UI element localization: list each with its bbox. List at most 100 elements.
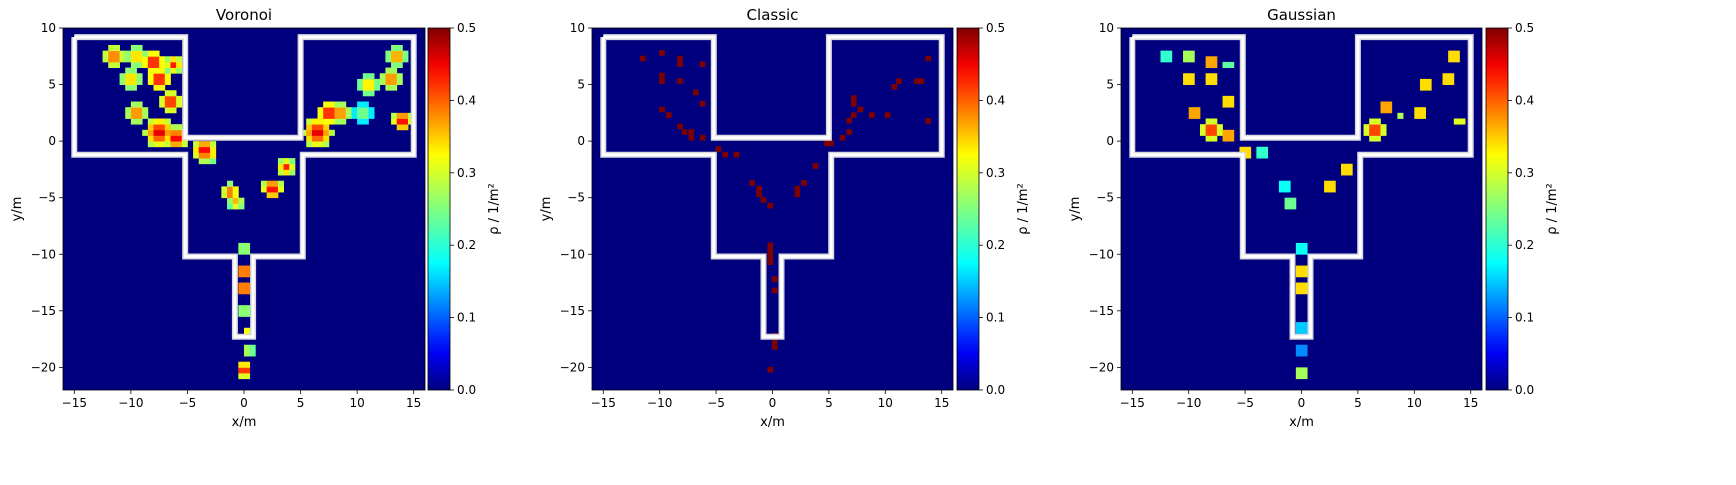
density-cell <box>244 305 251 312</box>
density-cell <box>130 84 137 91</box>
density-cell <box>1205 61 1212 68</box>
y-tick-label: 10 <box>570 21 585 35</box>
density-cell <box>385 73 392 80</box>
density-cell <box>159 95 166 102</box>
density-cell <box>244 350 251 357</box>
density-cell <box>238 361 245 368</box>
colorbar-tick-label: 0.4 <box>986 93 1005 107</box>
density-cell <box>317 107 324 114</box>
density-cell <box>153 135 160 142</box>
density-cell <box>1448 50 1455 57</box>
density-cell <box>153 78 160 85</box>
density-cell <box>1188 112 1195 119</box>
density-cell <box>925 55 932 62</box>
density-cell <box>1448 78 1455 85</box>
density-cell <box>391 56 398 63</box>
density-cell <box>1425 78 1432 85</box>
density-cell <box>272 192 279 199</box>
colorbar-tick-label: 0.1 <box>1515 311 1534 325</box>
x-axis-label: x/m <box>760 415 785 430</box>
y-tick-label: −15 <box>31 304 56 318</box>
density-cell <box>249 350 256 357</box>
density-cell <box>1228 101 1235 108</box>
density-cell <box>1414 112 1421 119</box>
density-cell <box>1211 61 1218 68</box>
density-cell <box>328 112 335 119</box>
density-cell <box>136 44 143 52</box>
density-cell <box>1290 203 1297 210</box>
density-cell <box>277 163 284 170</box>
density-cell <box>136 73 143 80</box>
density-cell <box>396 78 403 85</box>
density-cell <box>396 118 403 125</box>
density-cell <box>1183 50 1190 57</box>
density-cell <box>1284 186 1291 193</box>
density-cell <box>767 202 774 209</box>
density-cell <box>1369 118 1376 125</box>
density-cell <box>1380 124 1387 131</box>
density-cell <box>1222 101 1229 108</box>
density-cell <box>159 129 166 136</box>
density-cell <box>391 73 398 80</box>
density-cell <box>311 141 318 148</box>
density-cell <box>176 101 183 108</box>
density-cell <box>159 101 166 108</box>
density-cell <box>159 84 166 91</box>
density-cell <box>306 141 313 148</box>
density-cell <box>812 163 819 169</box>
density-cell <box>176 95 183 102</box>
density-cell <box>396 61 403 68</box>
y-axis-label: y/m <box>1068 197 1083 222</box>
density-cell <box>1340 169 1348 176</box>
x-tick-label: 0 <box>769 396 777 410</box>
density-cell <box>1380 107 1387 114</box>
density-cell <box>340 112 347 119</box>
density-cell <box>232 203 239 210</box>
density-cell <box>193 152 200 159</box>
density-cell <box>159 141 166 148</box>
density-cell <box>238 305 245 312</box>
density-cell <box>317 124 324 131</box>
density-cell <box>125 67 132 74</box>
density-cell <box>1239 146 1246 153</box>
density-cell <box>130 107 137 114</box>
density-cell <box>136 112 143 119</box>
density-cell <box>385 84 392 91</box>
density-cell <box>850 112 857 118</box>
density-cell <box>1419 112 1426 119</box>
density-cell <box>391 67 398 74</box>
x-tick-label: −10 <box>647 396 672 410</box>
density-cell <box>113 50 120 57</box>
y-axis-label: y/m <box>539 197 554 222</box>
density-cell <box>391 118 398 125</box>
density-cell <box>368 112 375 119</box>
density-cell <box>1295 350 1302 357</box>
density-cell <box>379 73 386 80</box>
density-cell <box>147 73 154 80</box>
density-cell <box>170 101 177 108</box>
colorbar: 0.5 0.4 0.3 0.2 0.1 0.0 ρ / 1/m² <box>1485 21 1560 397</box>
density-cell <box>164 129 171 136</box>
density-cell <box>198 152 205 159</box>
density-cell <box>244 288 251 295</box>
density-cell <box>244 265 251 272</box>
density-cell <box>1324 180 1331 187</box>
density-cell <box>1301 327 1308 334</box>
density-cell <box>153 141 160 148</box>
density-cell <box>1369 124 1376 131</box>
density-cell <box>238 310 245 317</box>
density-cell <box>1301 242 1308 249</box>
density-cell <box>681 129 688 135</box>
density-cell <box>227 203 234 210</box>
density-cell <box>176 61 183 68</box>
density-cell <box>1228 135 1235 142</box>
density-cell <box>238 197 245 204</box>
density-cell <box>153 73 160 80</box>
density-cell <box>794 185 801 192</box>
density-cell <box>368 84 375 91</box>
density-cell <box>402 50 409 57</box>
density-cell <box>181 141 188 148</box>
density-cell <box>767 366 774 373</box>
density-cell <box>125 84 132 91</box>
